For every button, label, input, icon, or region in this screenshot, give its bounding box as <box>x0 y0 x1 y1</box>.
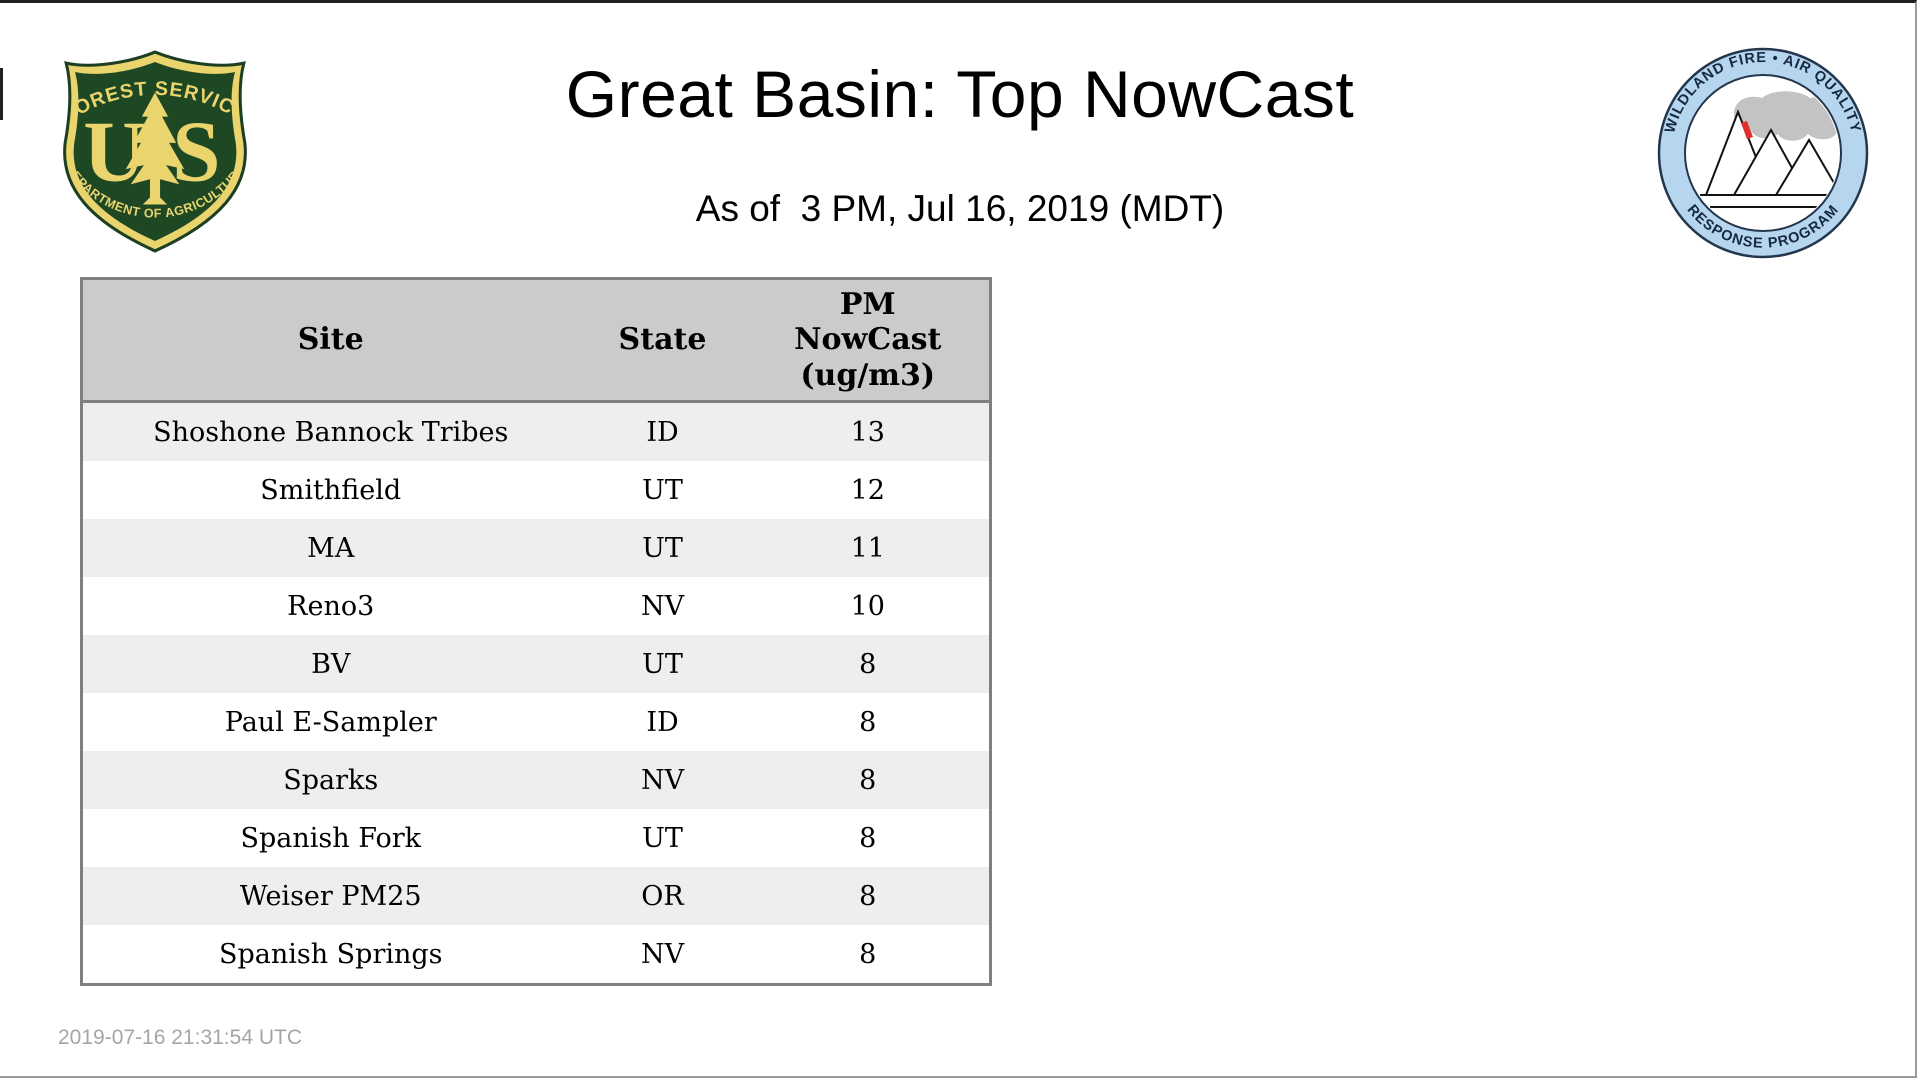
site-cell: MA <box>307 532 355 564</box>
timestamp: 2019-07-16 21:31:54 UTC <box>58 1026 302 1049</box>
site-cell: Smithfield <box>260 474 402 506</box>
wfaqrp-logo: WILDLAND FIRE • AIR QUALITY RESPONSE PRO… <box>1657 47 1869 259</box>
site-cell: Sparks <box>283 764 379 796</box>
col-pm-header: PM NowCast (ug/m3) <box>746 278 991 403</box>
table-row: Spanish Springs NV 8 <box>81 925 991 985</box>
state-cell: ID <box>646 416 679 448</box>
table-row: Shoshone Bannock Tribes ID 13 <box>81 401 991 461</box>
value-cell: 13 <box>850 416 885 448</box>
state-cell: UT <box>642 648 683 680</box>
value-cell: 8 <box>859 648 877 680</box>
state-cell: NV <box>640 590 685 622</box>
state-cell: OR <box>641 880 684 912</box>
nowcast-table: Site State PM NowCast (ug/m3) Shoshone B… <box>80 277 992 986</box>
value-cell: 8 <box>859 938 877 970</box>
table-row: BV UT 8 <box>81 635 991 693</box>
table-row: Spanish Fork UT 8 <box>81 809 991 867</box>
smoke-plume-icon <box>1734 91 1839 141</box>
state-cell: NV <box>640 938 685 970</box>
state-cell: UT <box>642 474 683 506</box>
site-cell: Shoshone Bannock Tribes <box>153 416 509 448</box>
col-site-header: Site <box>81 278 579 403</box>
letter-s: S <box>172 103 220 199</box>
nowcast-table-container: Site State PM NowCast (ug/m3) Shoshone B… <box>80 277 992 986</box>
header-row: Site State PM NowCast (ug/m3) <box>81 278 991 403</box>
state-cell: UT <box>642 822 683 854</box>
site-cell: Spanish Fork <box>240 822 421 854</box>
value-cell: 10 <box>850 590 885 622</box>
site-cell: Weiser PM25 <box>239 880 422 912</box>
site-cell: Reno3 <box>287 590 375 622</box>
value-cell: 8 <box>859 706 877 738</box>
value-cell: 11 <box>850 532 885 564</box>
value-cell: 8 <box>859 822 877 854</box>
pine-tree-icon <box>125 92 185 205</box>
table-row: Weiser PM25 OR 8 <box>81 867 991 925</box>
value-cell: 12 <box>850 474 885 506</box>
state-cell: ID <box>646 706 679 738</box>
value-cell: 8 <box>859 880 877 912</box>
pm-header-line2: NowCast <box>794 322 942 358</box>
flame-icon <box>1741 121 1753 139</box>
state-cell: UT <box>642 532 683 564</box>
table-row: MA UT 11 <box>81 519 991 577</box>
pm-header-line3: (ug/m3) <box>800 357 936 393</box>
table-row: Reno3 NV 10 <box>81 577 991 635</box>
site-cell: Spanish Springs <box>218 938 443 970</box>
pm-header-line1: PM <box>839 286 896 322</box>
value-cell: 8 <box>859 764 877 796</box>
site-cell: BV <box>311 648 351 680</box>
col-state-header: State <box>578 278 747 403</box>
state-cell: NV <box>640 764 685 796</box>
page-subtitle: As of 3 PM, Jul 16, 2019 (MDT) <box>695 188 1225 229</box>
page-title: Great Basin: Top NowCast <box>565 57 1355 131</box>
table-row: Sparks NV 8 <box>81 751 991 809</box>
left-edge-mark <box>0 68 3 120</box>
letter-u: U <box>83 103 146 199</box>
site-cell: Paul E-Sampler <box>224 706 437 738</box>
table-row: Paul E-Sampler ID 8 <box>81 693 991 751</box>
table-row: Smithfield UT 12 <box>81 461 991 519</box>
